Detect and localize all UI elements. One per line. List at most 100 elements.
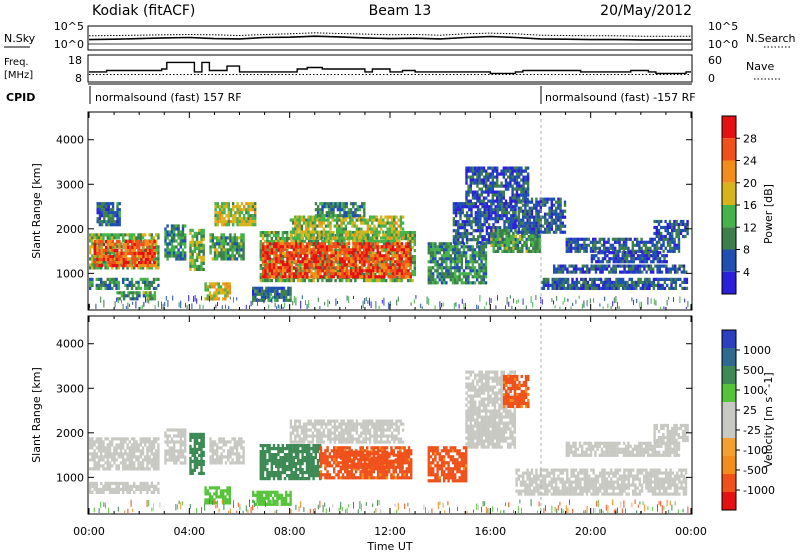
data-cell	[385, 231, 388, 235]
data-cell	[314, 240, 317, 244]
data-cell	[465, 169, 468, 173]
data-cell	[509, 205, 513, 209]
data-cell	[434, 263, 437, 267]
data-cell	[509, 172, 512, 176]
data-cell	[559, 224, 562, 228]
data-cell	[530, 206, 534, 210]
data-cell	[216, 223, 219, 227]
data-cell	[559, 267, 562, 271]
data-cell	[157, 245, 160, 249]
data-cell	[303, 257, 307, 261]
data-cell	[550, 203, 553, 207]
data-cell	[498, 202, 502, 206]
data-cell	[233, 233, 236, 237]
data-cell	[470, 223, 473, 227]
data-cell	[627, 270, 631, 274]
data-cell	[596, 240, 599, 244]
data-cell	[380, 257, 384, 261]
data-cell	[652, 267, 655, 271]
data-cell	[575, 267, 578, 271]
data-cell	[98, 208, 102, 212]
data-cell	[214, 205, 217, 209]
data-cell	[458, 275, 461, 279]
data-cell	[487, 226, 491, 230]
data-cell	[193, 264, 197, 268]
data-cell	[164, 248, 167, 252]
data-cell	[485, 184, 488, 188]
data-cell	[297, 279, 300, 283]
data-cell	[484, 245, 488, 249]
data-cell	[242, 257, 245, 261]
data-cell	[638, 240, 641, 244]
data-cell	[413, 261, 416, 265]
data-cell	[223, 208, 226, 212]
data-cell	[289, 286, 292, 290]
data-cell	[467, 275, 470, 279]
data-cell	[379, 215, 383, 219]
data-cell	[281, 266, 285, 270]
data-cell	[535, 203, 538, 207]
data-cell	[107, 240, 110, 244]
data-cell	[95, 266, 98, 270]
data-cell	[148, 245, 151, 249]
data-cell	[659, 277, 662, 281]
data-cell	[382, 230, 385, 234]
data-cell	[363, 234, 366, 238]
data-cell	[356, 205, 359, 209]
data-cell	[503, 237, 506, 241]
data-cell	[567, 240, 571, 244]
data-cell	[345, 202, 348, 206]
data-cell	[613, 280, 616, 284]
data-cell	[494, 214, 497, 218]
data-cell	[646, 280, 649, 284]
data-cell	[517, 206, 520, 210]
data-cell	[308, 279, 311, 283]
data-cell	[490, 205, 493, 209]
data-cell	[325, 211, 329, 215]
data-cell	[539, 200, 542, 204]
data-cell	[184, 251, 187, 255]
data-cell	[610, 283, 614, 287]
data-cell	[211, 285, 214, 289]
data-cell	[393, 221, 396, 225]
data-cell	[575, 270, 578, 274]
data-cell	[496, 246, 500, 250]
data-cell	[352, 248, 355, 252]
data-cell	[268, 255, 271, 259]
data-cell	[589, 246, 593, 250]
data-cell	[352, 211, 355, 215]
data-cell	[336, 270, 339, 274]
data-cell	[536, 249, 539, 253]
data-cell	[270, 248, 274, 252]
data-cell	[517, 215, 520, 219]
data-cell	[511, 190, 514, 194]
data-cell	[376, 279, 379, 283]
data-cell	[281, 252, 284, 256]
data-cell	[536, 240, 539, 244]
data-cell	[275, 242, 278, 246]
data-cell	[356, 208, 359, 212]
data-cell	[413, 243, 416, 247]
data-cell	[363, 275, 366, 279]
data-cell	[231, 254, 234, 258]
data-cell	[303, 245, 307, 249]
data-cell	[485, 190, 488, 194]
data-cell	[124, 233, 127, 237]
data-cell	[334, 260, 338, 264]
data-cell	[473, 254, 477, 258]
data-cell	[606, 283, 609, 287]
data-cell	[113, 277, 116, 281]
data-cell	[575, 264, 578, 268]
data-cell	[457, 235, 460, 239]
data-cell	[136, 297, 139, 301]
data-cell	[378, 261, 381, 265]
data-cell	[534, 237, 537, 241]
data-cell	[451, 272, 455, 276]
data-cell	[521, 246, 524, 250]
data-cell	[309, 221, 312, 225]
data-cell	[404, 237, 408, 241]
data-cell	[371, 252, 375, 256]
data-cell	[271, 289, 275, 293]
data-cell	[618, 246, 621, 250]
data-cell	[440, 254, 444, 258]
